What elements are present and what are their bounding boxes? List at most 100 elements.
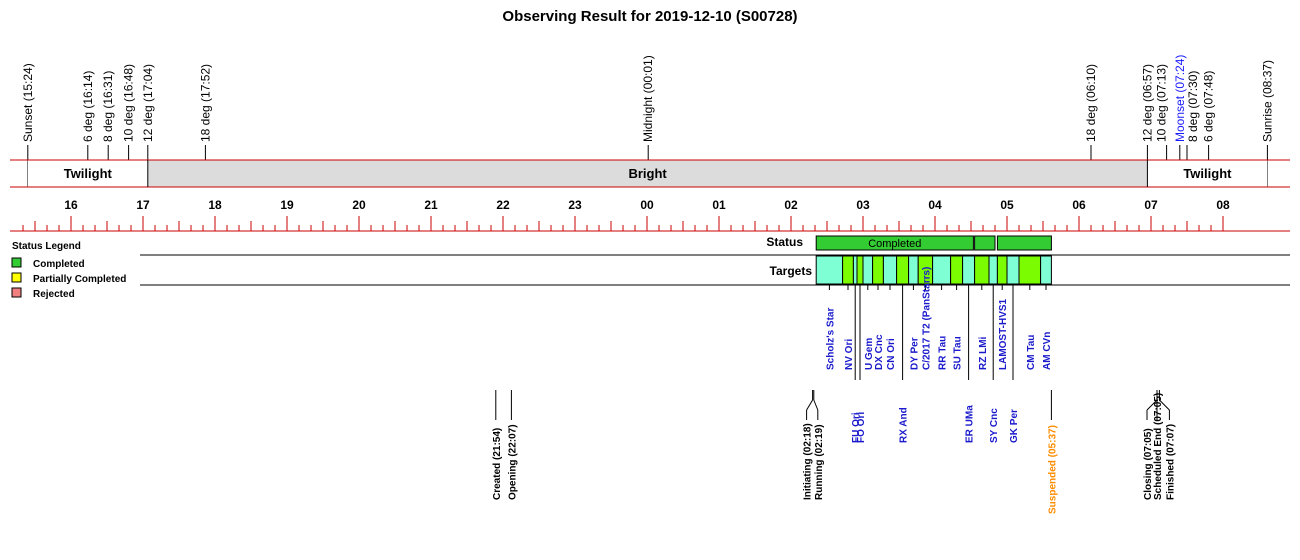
milestone-branch-7 (1159, 399, 1170, 411)
target-block-1 (842, 255, 854, 285)
target-label: AM CVn (1042, 332, 1053, 370)
sky-event-label: 8 deg (07:30) (1186, 71, 1200, 142)
hour-tick-label: 00 (640, 198, 654, 212)
target-label: GK Per (1009, 409, 1020, 443)
milestone-label: Opening (22:07) (507, 424, 518, 500)
target-label: Scholz's Star (825, 307, 836, 370)
status-target-rows: Status Targets Completed (140, 235, 1290, 286)
target-block-4 (862, 255, 874, 285)
sky-event-label: 6 deg (07:48) (1202, 71, 1216, 142)
hour-tick-label: 22 (496, 198, 510, 212)
target-label: RZ LMi (978, 336, 989, 370)
target-label: C/2017 T2 (PanStarrs) (921, 267, 932, 370)
sky-event-label: Midnight (00:01) (641, 55, 655, 142)
hour-tick-label: 03 (856, 198, 870, 212)
target-block-12 (962, 255, 976, 285)
milestone-branch-2 (806, 399, 814, 411)
sky-event-label: 12 deg (17:04) (141, 64, 155, 142)
sky-event-markers: Sunset (15:24) 6 deg (16:14) 8 deg (16:31)… (21, 55, 1274, 187)
hour-tick-label: 17 (136, 198, 150, 212)
target-label: SY Cnc (989, 408, 1000, 443)
target-label: SU Tau (953, 336, 964, 370)
darkness-bands: Twilight Bright Twilight (10, 159, 1290, 188)
target-block-6 (882, 255, 898, 285)
target-block-0 (815, 255, 844, 285)
legend-label-2: Rejected (33, 289, 75, 300)
hour-axis: 16 17 18 19 20 21 22 23 00 01 02 03 04 05 06 07 08 (10, 198, 1290, 232)
target-label: DY Per (909, 337, 920, 370)
sky-event-label: 6 deg (16:14) (81, 71, 95, 142)
band-label-1: Bright (628, 166, 667, 181)
target-block-5 (872, 255, 884, 285)
target-label: FU Ori (851, 412, 862, 443)
hour-tick-label: 02 (784, 198, 798, 212)
target-block-14 (988, 255, 998, 285)
target-label: ER UMa (965, 405, 976, 443)
hour-tick-label: 23 (568, 198, 582, 212)
hour-tick-label: 01 (712, 198, 726, 212)
target-label: NV Ori (844, 339, 855, 370)
moonset-label: Moonset (07:24) (1173, 55, 1187, 142)
target-block-7 (896, 255, 910, 285)
target-block-11 (950, 255, 964, 285)
legend-title: Status Legend (12, 241, 81, 252)
target-block-18 (1040, 255, 1052, 285)
target-label: RR Tau (938, 336, 949, 370)
milestone-label: Closing (07:05) (1143, 428, 1154, 500)
target-block-15 (996, 255, 1008, 285)
legend-swatch-1 (11, 272, 22, 283)
target-block-10 (932, 255, 952, 285)
band-2 (1147, 160, 1268, 187)
target-block-16 (1006, 255, 1020, 285)
target-label: LAMOST-HVS1 (998, 298, 1009, 370)
target-block-3 (856, 255, 864, 285)
legend-swatch-0 (11, 257, 22, 268)
status-bar-1 (974, 235, 996, 251)
sky-event-label: 12 deg (06:57) (1140, 64, 1154, 142)
milestone-label: Suspended (05:37) (1047, 425, 1058, 514)
milestone-branch-5 (1146, 399, 1158, 411)
hour-tick-label: 16 (64, 198, 78, 212)
target-label: RX And (899, 407, 910, 443)
milestone-label: Running (02:19) (814, 424, 825, 500)
hour-tick-label: 07 (1144, 198, 1158, 212)
target-block-17 (1018, 255, 1042, 285)
sky-event-label: 18 deg (17:52) (198, 64, 212, 142)
hour-tick-label: 04 (928, 198, 942, 212)
target-label: U Gem (864, 338, 875, 370)
hour-tick-label: 08 (1216, 198, 1230, 212)
hour-tick-label: 19 (280, 198, 294, 212)
target-block-2 (852, 255, 858, 285)
hour-tick-label: 06 (1072, 198, 1086, 212)
sky-event-label: Sunset (15:24) (21, 63, 35, 142)
target-label: FO Ori (856, 412, 867, 443)
sky-event-label: 18 deg (06:10) (1084, 64, 1098, 142)
sky-event-label: Sunrise (08:37) (1260, 60, 1274, 142)
target-label: CM Tau (1026, 335, 1037, 370)
status-legend: Status Legend Completed Partially Complete… (11, 241, 126, 300)
milestone-label: Created (21:54) (492, 428, 503, 500)
target-label: CN Ori (886, 338, 897, 370)
band-label-0: Twilight (64, 166, 113, 181)
sky-event-label: 10 deg (07:13) (1155, 64, 1169, 142)
milestone-label: Finished (07:07) (1165, 424, 1176, 500)
legend-label-1: Partially Completed (33, 274, 126, 285)
milestone-label: Scheduled End (07:05) (1153, 393, 1164, 500)
milestone-branch-3 (813, 399, 819, 411)
target-block-13 (974, 255, 990, 285)
status-row-label: Status (766, 235, 803, 249)
hour-tick-label: 20 (352, 198, 366, 212)
chart-title: Observing Result for 2019-12-10 (S00728) (502, 8, 797, 25)
milestone-label: Initiating (02:18) (803, 423, 814, 500)
status-bar-0 (815, 235, 974, 251)
status-bar-label: Completed (868, 238, 921, 250)
targets-row-label: Targets (770, 264, 813, 278)
legend-label-0: Completed (33, 259, 85, 270)
band-0 (27, 160, 148, 187)
sky-event-label: 8 deg (16:31) (101, 71, 115, 142)
target-label: DX Cnc (874, 334, 885, 370)
hour-tick-label: 05 (1000, 198, 1014, 212)
target-block-8 (908, 255, 919, 285)
